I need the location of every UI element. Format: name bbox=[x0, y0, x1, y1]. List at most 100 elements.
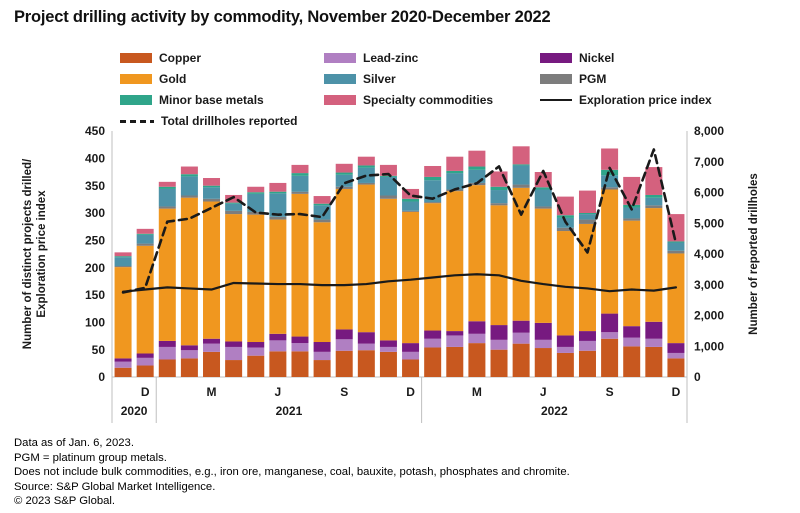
bar-segment-minor-base-metals-mar-2022 bbox=[468, 166, 486, 170]
bar-segment-silver-jan-2021 bbox=[158, 188, 176, 207]
bar-segment-minor-base-metals-dec-2021 bbox=[402, 198, 420, 202]
bar-segment-pgm-jun-2021 bbox=[269, 216, 287, 220]
legend-item-total-drillholes-reported: Total drillholes reported bbox=[120, 114, 297, 128]
year-label-2022: 2022 bbox=[541, 404, 568, 418]
bar-segment-minor-base-metals-may-2022 bbox=[512, 164, 530, 166]
left-axis-tick-200: 200 bbox=[85, 261, 105, 275]
bar-segment-nickel-jan-2021 bbox=[158, 340, 176, 347]
bar-segment-nickel-mar-2021 bbox=[203, 338, 221, 344]
left-axis-tick-350: 350 bbox=[85, 179, 105, 193]
bar-segment-lead-zinc-sep-2021 bbox=[335, 339, 353, 351]
bar-segment-specialty-commodities-jul-2021 bbox=[291, 164, 309, 174]
bar-segment-silver-mar-2022 bbox=[468, 169, 486, 183]
bar-segment-pgm-apr-2021 bbox=[225, 210, 243, 215]
bar-segment-specialty-commodities-aug-2022 bbox=[578, 190, 596, 213]
bar-segment-silver-dec-2022 bbox=[667, 242, 685, 251]
color-swatch-icon bbox=[540, 53, 572, 63]
footnote-data-as-of: Data as of Jan. 6, 2023. bbox=[14, 437, 134, 449]
legend-label: Copper bbox=[159, 51, 201, 65]
x-tick-sep-2022: S bbox=[606, 385, 614, 399]
bar-segment-silver-mar-2021 bbox=[203, 187, 221, 199]
bar-segment-gold-jul-2021 bbox=[291, 193, 309, 337]
bar-segment-nickel-may-2022 bbox=[512, 320, 530, 333]
bar-segment-gold-sep-2021 bbox=[335, 188, 353, 330]
bar-segment-lead-zinc-aug-2022 bbox=[578, 340, 596, 351]
left-axis-tick-400: 400 bbox=[85, 152, 105, 166]
bar-segment-lead-zinc-oct-2022 bbox=[623, 337, 641, 347]
bar-segment-pgm-jan-2021 bbox=[158, 206, 176, 209]
bar-segment-copper-aug-2021 bbox=[313, 360, 331, 377]
bar-segment-lead-zinc-may-2022 bbox=[512, 332, 530, 344]
bar-segment-gold-jun-2022 bbox=[534, 208, 552, 323]
bar-segment-specialty-commodities-may-2022 bbox=[512, 146, 530, 165]
right-axis-tick-8000: 8,000 bbox=[694, 124, 724, 138]
bar-segment-minor-base-metals-nov-2022 bbox=[645, 194, 663, 198]
bar-segment-minor-base-metals-sep-2022 bbox=[601, 169, 619, 176]
bar-segment-lead-zinc-dec-2022 bbox=[667, 352, 685, 359]
footnote-copyright: © 2023 S&P Global. bbox=[14, 495, 116, 508]
bar-segment-gold-aug-2021 bbox=[313, 222, 331, 343]
bar-segment-silver-apr-2022 bbox=[490, 190, 508, 204]
bar-segment-gold-sep-2022 bbox=[601, 189, 619, 314]
bar-segment-copper-oct-2021 bbox=[357, 350, 375, 377]
bar-segment-specialty-commodities-nov-2022 bbox=[645, 167, 663, 195]
bar-segment-minor-base-metals-mar-2021 bbox=[203, 185, 221, 188]
bar-segment-pgm-oct-2021 bbox=[357, 182, 375, 185]
series-line-total-drillholes-reported bbox=[121, 148, 678, 294]
bar-segment-nickel-aug-2021 bbox=[313, 342, 331, 352]
bar-segment-minor-base-metals-jan-2022 bbox=[424, 176, 442, 181]
bar-segment-minor-base-metals-sep-2021 bbox=[335, 172, 353, 175]
x-tick-dec-2020: D bbox=[141, 385, 150, 399]
color-swatch-icon bbox=[120, 95, 152, 105]
bar-segment-copper-jun-2022 bbox=[534, 348, 552, 377]
bar-segment-specialty-commodities-nov-2021 bbox=[379, 164, 397, 176]
bar-segment-lead-zinc-nov-2020 bbox=[114, 361, 132, 368]
color-swatch-icon bbox=[540, 74, 572, 84]
legend-item-specialty-commodities: Specialty commodities bbox=[324, 93, 493, 107]
right-axis-tick-6000: 6,000 bbox=[694, 186, 724, 200]
right-axis-tick-4000: 4,000 bbox=[694, 247, 724, 261]
bar-segment-minor-base-metals-dec-2022 bbox=[667, 241, 685, 243]
bar-segment-gold-mar-2022 bbox=[468, 185, 486, 322]
bar-segment-nickel-dec-2021 bbox=[402, 343, 420, 352]
legend-item-exploration-price-index: Exploration price index bbox=[540, 93, 712, 107]
bar-segment-pgm-nov-2021 bbox=[379, 195, 397, 199]
bar-segment-copper-nov-2021 bbox=[379, 351, 397, 377]
bar-segment-gold-feb-2021 bbox=[180, 197, 198, 346]
legend-item-minor-base-metals: Minor base metals bbox=[120, 93, 264, 107]
bar-segment-copper-dec-2020 bbox=[136, 365, 154, 377]
bar-segment-lead-zinc-aug-2021 bbox=[313, 351, 331, 361]
bar-segment-nickel-feb-2022 bbox=[446, 331, 464, 336]
bar-segment-gold-feb-2022 bbox=[446, 191, 464, 332]
bar-segment-minor-base-metals-jul-2022 bbox=[556, 215, 574, 218]
legend-item-nickel: Nickel bbox=[540, 51, 614, 65]
bar-segment-lead-zinc-dec-2020 bbox=[136, 357, 154, 366]
dashed-line-swatch-icon bbox=[120, 119, 154, 123]
bar-segment-copper-jan-2022 bbox=[424, 347, 442, 377]
bar-segment-copper-mar-2021 bbox=[203, 351, 221, 377]
bar-segment-lead-zinc-may-2021 bbox=[247, 347, 265, 356]
bar-segment-pgm-apr-2022 bbox=[490, 203, 508, 206]
bar-segment-lead-zinc-jan-2021 bbox=[158, 346, 176, 360]
right-axis-tick-1000: 1,000 bbox=[694, 339, 724, 353]
bar-segment-gold-apr-2022 bbox=[490, 205, 508, 326]
solid-line-swatch-icon bbox=[540, 98, 572, 102]
bar-segment-specialty-commodities-apr-2021 bbox=[225, 194, 243, 203]
bar-segment-gold-dec-2020 bbox=[136, 245, 154, 354]
bar-segment-nickel-apr-2021 bbox=[225, 341, 243, 347]
bar-segment-pgm-dec-2020 bbox=[136, 243, 154, 246]
legend-item-copper: Copper bbox=[120, 51, 201, 65]
chart-title: Project drilling activity by commodity, … bbox=[14, 8, 551, 26]
bar-segment-silver-oct-2021 bbox=[357, 167, 375, 183]
legend-label: PGM bbox=[579, 72, 607, 86]
bar-segment-minor-base-metals-aug-2021 bbox=[313, 203, 331, 206]
left-axis-tick-250: 250 bbox=[85, 234, 105, 248]
bar-segment-copper-apr-2022 bbox=[490, 349, 508, 377]
bar-segment-nickel-jan-2022 bbox=[424, 330, 442, 339]
bar-segment-copper-feb-2022 bbox=[446, 346, 464, 377]
bar-segment-copper-sep-2022 bbox=[601, 338, 619, 377]
chart-legend: Copper Gold Minor base metals Total drillho… bbox=[0, 49, 800, 128]
legend-label: Specialty commodities bbox=[363, 93, 494, 107]
bar-segment-copper-jul-2022 bbox=[556, 352, 574, 377]
bar-segment-specialty-commodities-nov-2020 bbox=[114, 252, 132, 257]
